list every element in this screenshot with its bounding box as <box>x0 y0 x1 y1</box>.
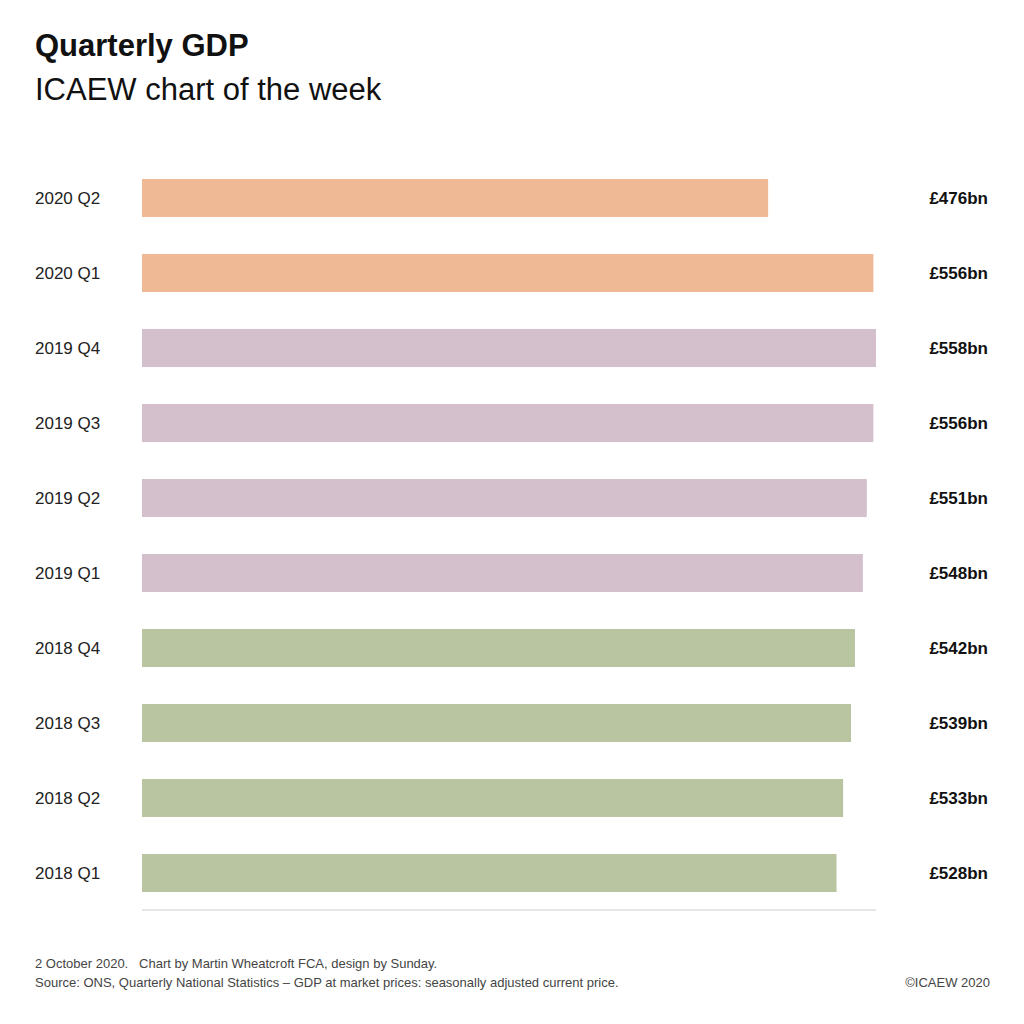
svg-text:2018 Q3: 2018 Q3 <box>35 714 100 733</box>
svg-text:2018 Q4: 2018 Q4 <box>35 639 100 658</box>
svg-text:£542bn: £542bn <box>929 639 988 658</box>
svg-text:2020 Q2: 2020 Q2 <box>35 189 100 208</box>
svg-text:£528bn: £528bn <box>929 864 988 883</box>
svg-text:2018 Q1: 2018 Q1 <box>35 864 100 883</box>
svg-text:£476bn: £476bn <box>929 189 988 208</box>
svg-text:2019 Q3: 2019 Q3 <box>35 414 100 433</box>
svg-text:£556bn: £556bn <box>929 414 988 433</box>
svg-text:£558bn: £558bn <box>929 339 988 358</box>
svg-text:£533bn: £533bn <box>929 789 988 808</box>
svg-text:£539bn: £539bn <box>929 714 988 733</box>
html-text:Quarterly GDP: Quarterly GDP <box>35 28 249 63</box>
svg-text:£556bn: £556bn <box>929 264 988 283</box>
svg-text:2020 Q1: 2020 Q1 <box>35 264 100 283</box>
svg-text:2019 Q4: 2019 Q4 <box>35 339 100 358</box>
html-text:Source: ONS, Quarterly Nationa: Source: ONS, Quarterly National Statisti… <box>35 975 619 990</box>
svg-text:£551bn: £551bn <box>929 489 988 508</box>
svg-text:£548bn: £548bn <box>929 564 988 583</box>
svg-text:2018 Q2: 2018 Q2 <box>35 789 100 808</box>
svg-text:2019 Q1: 2019 Q1 <box>35 564 100 583</box>
html-text:ICAEW chart of the week: ICAEW chart of the week <box>35 72 382 107</box>
html-text:2 October 2020. Chart by Marti: 2 October 2020. Chart by Martin Wheatcro… <box>35 956 438 971</box>
html-text:©ICAEW 2020: ©ICAEW 2020 <box>905 975 990 990</box>
svg-text:2019 Q2: 2019 Q2 <box>35 489 100 508</box>
